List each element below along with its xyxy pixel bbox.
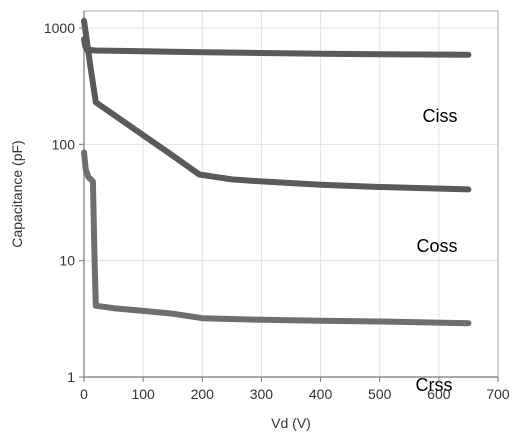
x-tick-label: 400 bbox=[309, 386, 333, 402]
tick-labels: 0 100 200 300 400 500 600 700 1 10 100 1000 bbox=[44, 20, 510, 402]
series-label-ciss: Ciss bbox=[423, 106, 458, 126]
series-label-crss: Crss bbox=[416, 375, 453, 395]
series-line-ciss bbox=[81, 36, 472, 58]
x-tick-label: 700 bbox=[486, 386, 510, 402]
x-tick-label: 500 bbox=[368, 386, 392, 402]
x-tick-label: 0 bbox=[80, 386, 88, 402]
y-tick-label: 100 bbox=[52, 136, 76, 152]
x-tick-label: 300 bbox=[250, 386, 274, 402]
series-label-coss: Coss bbox=[416, 236, 457, 256]
x-axis-label: Vd (V) bbox=[271, 415, 311, 431]
x-tick-label: 600 bbox=[427, 386, 451, 402]
series-line-crss bbox=[81, 149, 472, 327]
series-labels: Ciss Coss Crss bbox=[416, 106, 458, 395]
y-tick-label: 10 bbox=[59, 253, 75, 269]
x-tick-label: 100 bbox=[131, 386, 155, 402]
y-tick-label: 1 bbox=[67, 369, 75, 385]
y-axis-label: Capacitance (pF) bbox=[9, 140, 25, 247]
y-tick-label: 1000 bbox=[44, 20, 75, 36]
x-tick-label: 200 bbox=[191, 386, 215, 402]
series-line-coss bbox=[81, 17, 472, 193]
series-lines bbox=[81, 17, 472, 327]
